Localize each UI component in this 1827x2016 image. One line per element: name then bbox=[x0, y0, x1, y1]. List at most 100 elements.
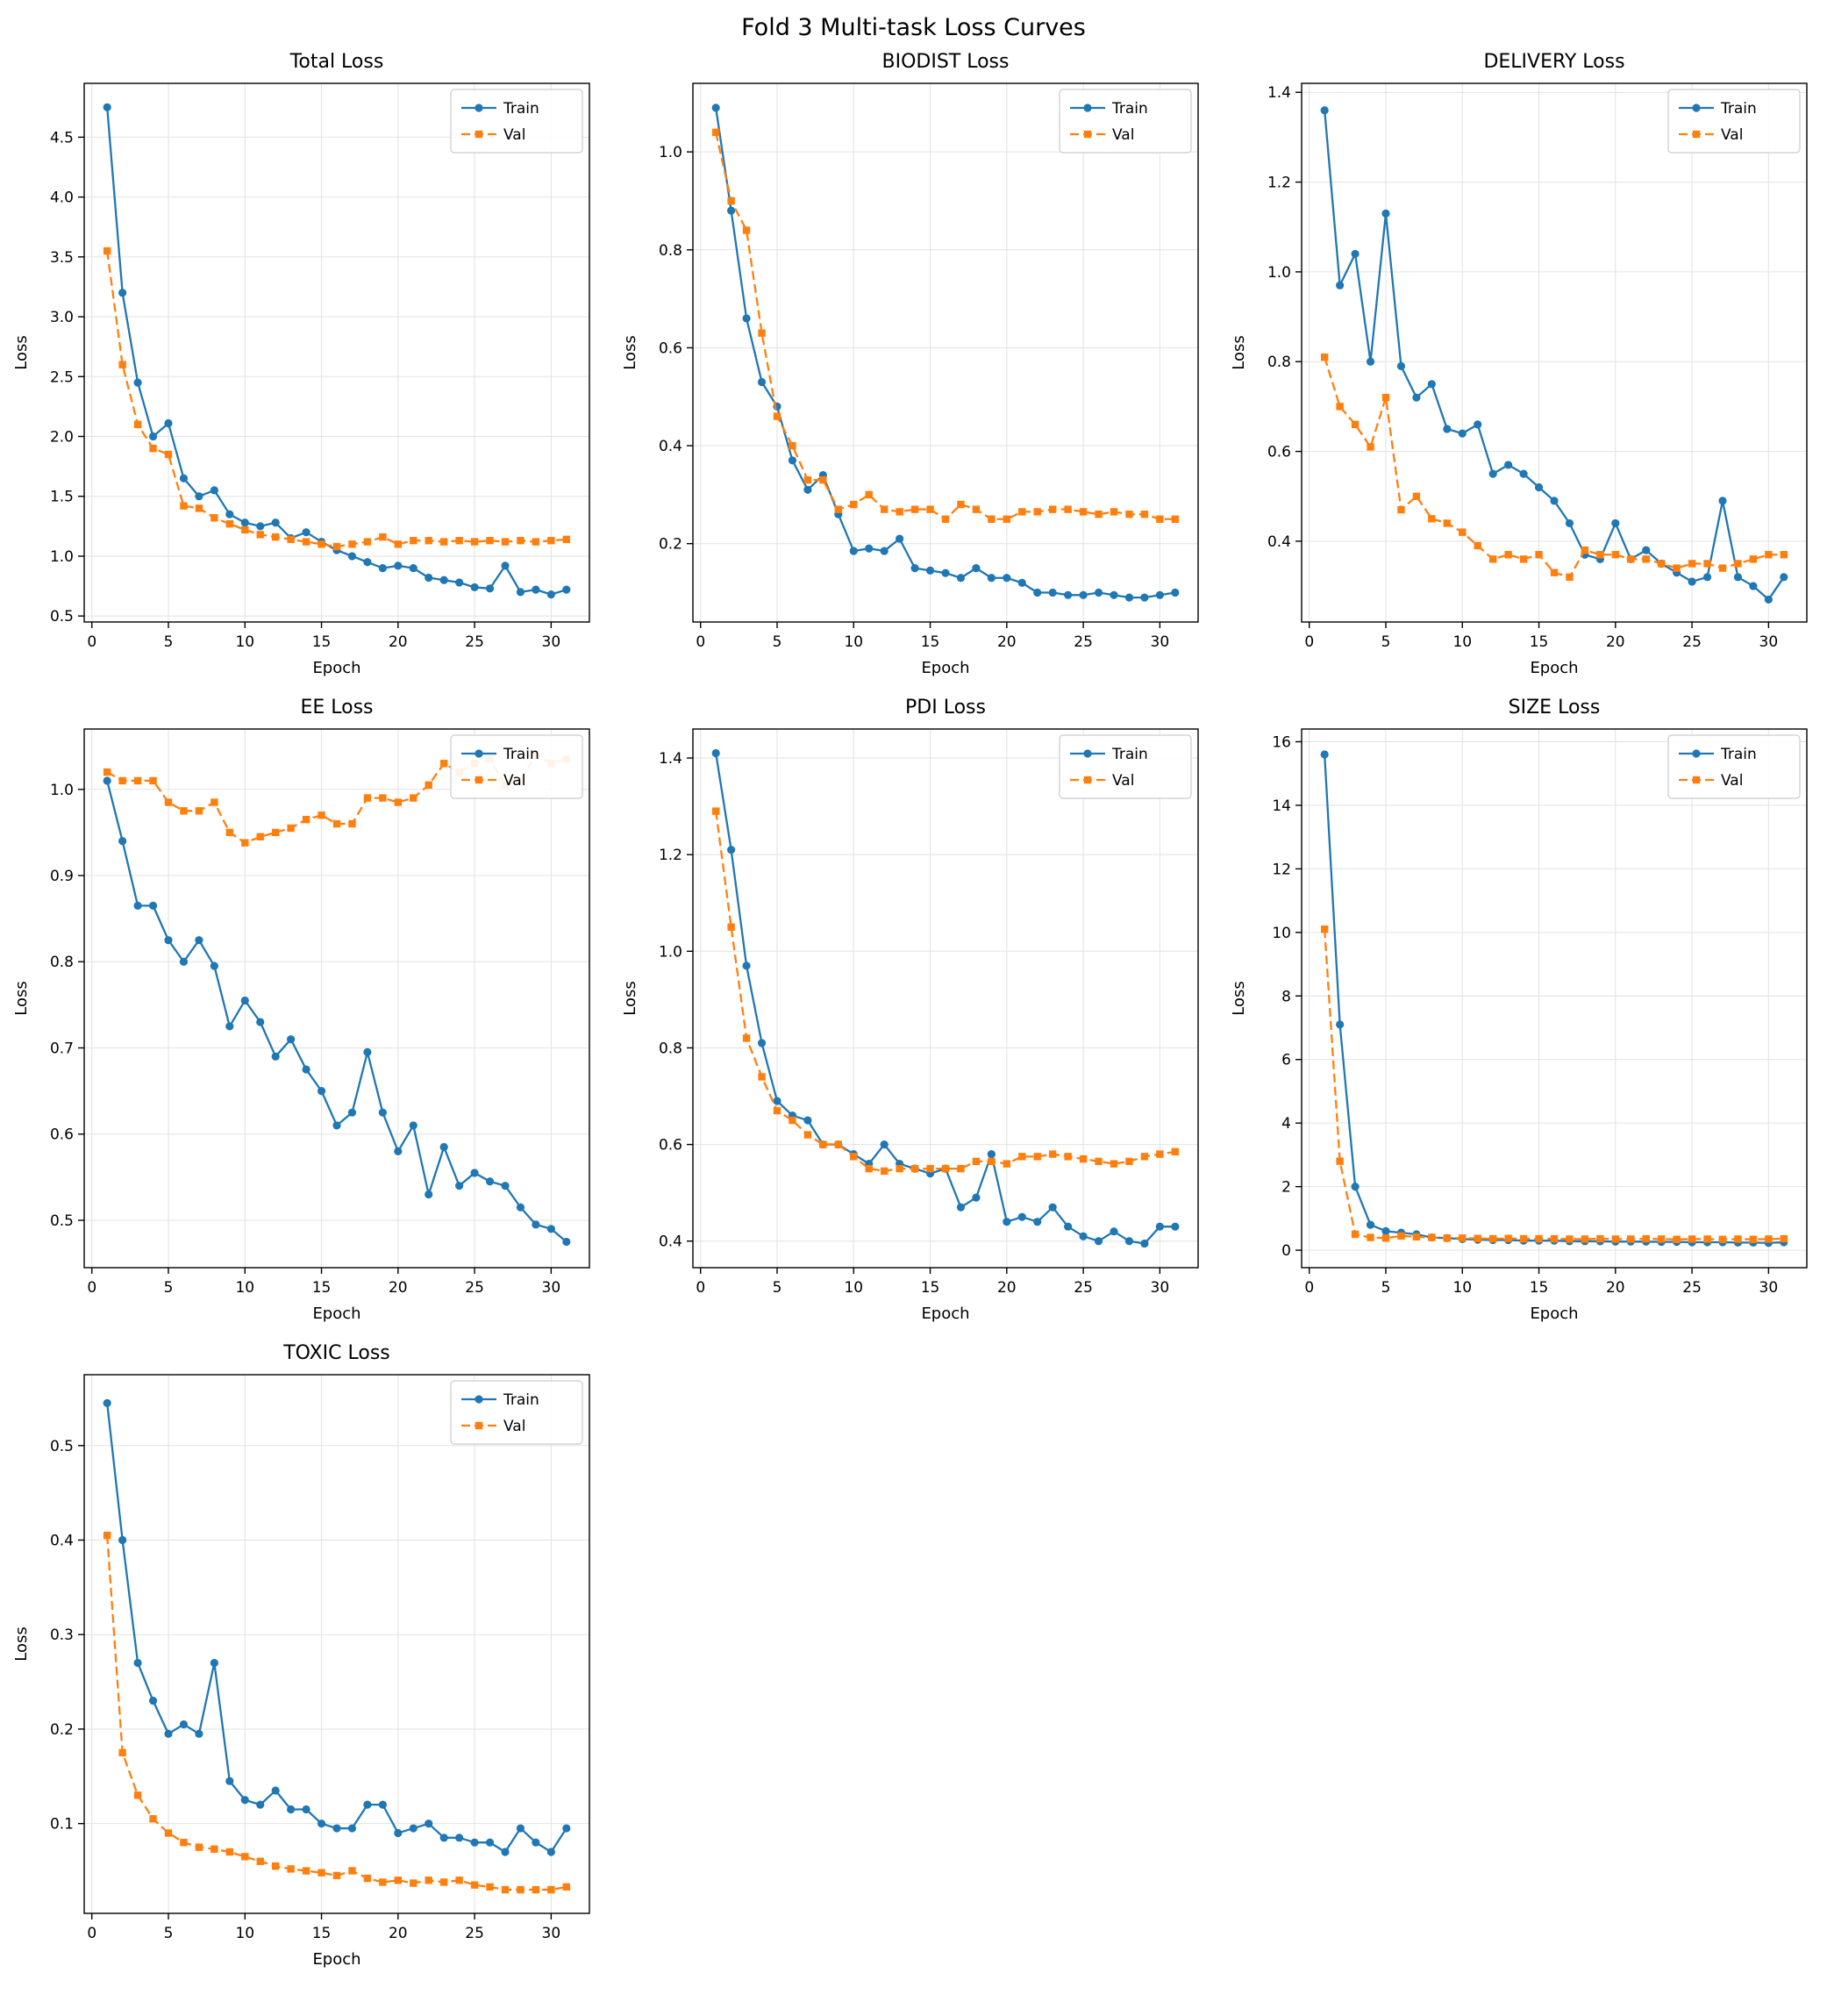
val-marker bbox=[1550, 1234, 1558, 1243]
val-marker bbox=[1124, 1157, 1133, 1166]
ee-loss-chart: 0 5 10 15 20 25 30 0.5 0.6 0.7 0.8 0.9 1.0 EE Loss Epo… bbox=[6, 690, 603, 1333]
val-marker bbox=[562, 1883, 570, 1891]
y-tick-label: 0.3 bbox=[49, 1626, 73, 1644]
val-marker bbox=[880, 1167, 888, 1176]
train-marker bbox=[225, 1777, 233, 1785]
train-marker bbox=[531, 1220, 540, 1229]
train-marker bbox=[210, 1658, 218, 1668]
train-marker bbox=[240, 518, 249, 527]
train-marker bbox=[1458, 429, 1467, 438]
train-marker bbox=[1549, 497, 1559, 505]
legend-label: Train bbox=[1720, 100, 1757, 118]
legend-val-marker-icon bbox=[475, 1421, 482, 1430]
val-marker bbox=[1595, 1234, 1604, 1243]
train-marker bbox=[332, 1121, 341, 1130]
size-loss-chart: 0 5 10 15 20 25 30 0 2 4 6 8 10 12 14 16 SIZE Loss Epoch L… bbox=[1224, 690, 1821, 1333]
train-marker bbox=[1733, 573, 1742, 582]
train-marker bbox=[987, 1149, 996, 1159]
x-tick-label: 10 bbox=[235, 1279, 254, 1297]
val-marker bbox=[532, 538, 539, 546]
x-tick-label: 10 bbox=[1452, 1279, 1472, 1297]
val-marker bbox=[1351, 1230, 1359, 1239]
x-tick-label: 20 bbox=[388, 1925, 407, 1942]
x-tick-label: 5 bbox=[772, 633, 781, 651]
x-tick-label: 20 bbox=[1605, 633, 1624, 651]
val-marker bbox=[941, 1164, 949, 1173]
train-marker bbox=[485, 584, 494, 593]
val-marker bbox=[757, 1073, 766, 1081]
train-marker bbox=[210, 962, 218, 970]
y-tick-label: 0.5 bbox=[49, 608, 73, 626]
x-tick-label: 15 bbox=[1529, 633, 1548, 651]
train-marker bbox=[1017, 1212, 1026, 1221]
train-marker bbox=[378, 564, 387, 573]
train-marker bbox=[971, 1193, 981, 1202]
x-tick-label: 5 bbox=[1381, 633, 1390, 651]
val-marker bbox=[240, 525, 248, 534]
val-marker bbox=[1780, 551, 1788, 559]
train-marker bbox=[454, 1182, 463, 1190]
val-marker bbox=[470, 1881, 478, 1889]
val-marker bbox=[1764, 551, 1773, 559]
x-tick-label: 0 bbox=[1304, 633, 1314, 651]
train-marker bbox=[1518, 469, 1528, 478]
x-axis-label: Epoch bbox=[312, 1950, 360, 1969]
val-marker bbox=[225, 519, 233, 528]
train-marker bbox=[1048, 1203, 1057, 1212]
val-marker bbox=[378, 794, 387, 802]
legend-train-marker-icon bbox=[1691, 749, 1701, 758]
val-marker bbox=[179, 807, 188, 815]
val-marker bbox=[271, 828, 279, 837]
val-marker bbox=[972, 505, 980, 513]
val-marker bbox=[485, 1883, 494, 1891]
train-marker bbox=[393, 1828, 402, 1838]
val-marker bbox=[1474, 1234, 1481, 1242]
val-marker bbox=[148, 444, 157, 453]
legend-val-marker-icon bbox=[475, 130, 482, 139]
gridlines bbox=[1301, 729, 1807, 1268]
train-marker bbox=[271, 1786, 280, 1795]
subplot-size-loss: 0 5 10 15 20 25 30 0 2 4 6 8 10 12 14 16 SIZE Loss Epoch L… bbox=[1218, 690, 1827, 1336]
legend-label: Val bbox=[1721, 126, 1743, 144]
y-tick-label: 1.5 bbox=[49, 489, 73, 506]
val-marker bbox=[1642, 1234, 1650, 1243]
val-marker bbox=[1780, 1234, 1788, 1243]
legend-train-marker-icon bbox=[1082, 104, 1092, 112]
val-marker bbox=[1550, 568, 1558, 576]
train-marker bbox=[1002, 1218, 1010, 1226]
val-series bbox=[711, 807, 1179, 1176]
val-marker bbox=[956, 500, 965, 509]
val-marker bbox=[1688, 560, 1695, 568]
y-tick-label: 6 bbox=[1281, 1052, 1291, 1069]
val-marker bbox=[409, 794, 417, 802]
train-marker bbox=[1063, 1222, 1072, 1231]
axis-ticks: 0 5 10 15 20 25 30 0.2 0.4 0.6 0.8 1.0 bbox=[658, 144, 1168, 651]
y-tick-label: 0.6 bbox=[49, 1126, 73, 1144]
legend-val-marker-icon bbox=[1692, 130, 1700, 139]
legend-label: Val bbox=[503, 126, 525, 144]
val-marker bbox=[1458, 1234, 1466, 1242]
val-marker bbox=[1749, 1235, 1757, 1243]
y-tick-label: 0.1 bbox=[49, 1816, 73, 1834]
val-marker bbox=[562, 535, 570, 544]
train-marker bbox=[194, 936, 203, 945]
train-marker bbox=[286, 1035, 295, 1044]
train-marker bbox=[1427, 380, 1436, 389]
val-marker bbox=[409, 1879, 417, 1887]
val-marker bbox=[773, 1106, 781, 1115]
train-marker bbox=[163, 1729, 173, 1738]
val-marker bbox=[1702, 1235, 1711, 1243]
val-marker bbox=[987, 1157, 996, 1166]
val-marker bbox=[103, 247, 111, 255]
val-marker bbox=[302, 538, 310, 546]
train-marker bbox=[103, 776, 111, 785]
train-marker bbox=[255, 1018, 264, 1026]
y-tick-label: 0.5 bbox=[49, 1212, 73, 1230]
x-tick-label: 5 bbox=[163, 1925, 173, 1942]
y-tick-label: 0.6 bbox=[1267, 444, 1290, 461]
val-marker bbox=[1079, 1155, 1087, 1163]
val-marker bbox=[1396, 505, 1405, 514]
train-marker bbox=[500, 1848, 510, 1856]
y-tick-label: 1.0 bbox=[658, 943, 682, 961]
train-marker bbox=[849, 547, 858, 555]
